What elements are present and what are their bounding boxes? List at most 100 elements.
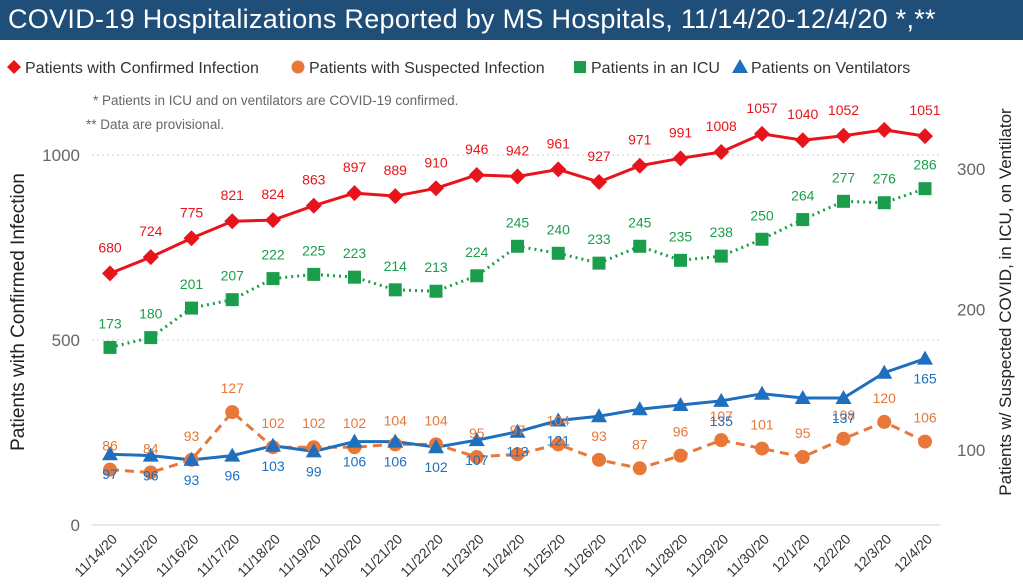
data-point-suspected xyxy=(836,431,851,446)
data-label-icu: 233 xyxy=(587,231,611,247)
data-point-suspected xyxy=(714,433,729,448)
data-label-vent: 106 xyxy=(384,454,408,470)
data-point-icu xyxy=(755,232,769,246)
data-point-vent xyxy=(713,392,730,407)
data-point-vent xyxy=(428,439,444,454)
data-label-icu: 245 xyxy=(506,214,530,230)
data-point-icu xyxy=(266,272,280,286)
x-tick-label: 11/27/20 xyxy=(601,531,650,580)
y-tick-label: 500 xyxy=(52,331,80,350)
x-tick-label: 12/4/20 xyxy=(891,531,935,575)
data-point-confirmed xyxy=(631,157,648,174)
data-point-vent xyxy=(183,451,200,466)
y-tick-label: 0 xyxy=(71,516,80,535)
data-point-suspected xyxy=(632,461,647,476)
data-label-icu: 201 xyxy=(180,276,204,292)
data-label-icu: 250 xyxy=(750,207,774,223)
data-label-suspected: 104 xyxy=(424,412,448,428)
data-label-icu: 207 xyxy=(221,268,245,284)
footnote-provisional: ** Data are provisional. xyxy=(86,117,224,132)
data-label-suspected: 102 xyxy=(302,415,326,431)
data-point-vent xyxy=(346,433,363,448)
y2-tick-label: 300 xyxy=(957,160,985,179)
data-point-vent xyxy=(387,433,404,448)
data-point-vent xyxy=(509,423,526,438)
data-label-suspected: 107 xyxy=(710,408,734,424)
legend-marker-vent xyxy=(732,59,748,73)
data-point-icu xyxy=(144,331,158,345)
data-label-confirmed: 897 xyxy=(343,159,367,175)
data-point-confirmed xyxy=(713,144,730,161)
legend-marker-confirmed xyxy=(7,60,21,74)
data-point-icu xyxy=(796,213,810,227)
data-point-suspected xyxy=(795,450,810,465)
data-label-suspected: 120 xyxy=(873,390,897,406)
data-label-vent: 97 xyxy=(102,466,118,482)
data-point-vent xyxy=(102,446,118,461)
data-label-suspected: 104 xyxy=(384,412,408,428)
data-point-confirmed xyxy=(591,174,607,191)
data-point-confirmed xyxy=(509,168,526,185)
data-label-suspected: 93 xyxy=(591,428,607,444)
footnote-icu: * Patients in ICU and on ventilators are… xyxy=(93,93,458,108)
data-point-icu xyxy=(633,239,647,253)
data-label-vent: 99 xyxy=(306,463,322,479)
title-bar: COVID-19 Hospitalizations Reported by MS… xyxy=(0,0,1023,40)
data-label-suspected: 101 xyxy=(750,417,774,433)
data-point-vent xyxy=(876,364,893,379)
data-point-vent xyxy=(142,447,159,462)
data-label-confirmed: 927 xyxy=(587,148,611,164)
data-label-confirmed: 1052 xyxy=(828,102,859,118)
data-label-confirmed: 1051 xyxy=(909,102,940,118)
data-point-icu xyxy=(185,301,198,315)
data-label-confirmed: 863 xyxy=(302,172,326,188)
x-tick-label: 12/3/20 xyxy=(850,531,894,575)
data-point-icu xyxy=(429,284,443,298)
legend-label-icu: Patients in an ICU xyxy=(591,60,720,77)
legend-marker-suspected xyxy=(291,60,305,74)
data-point-confirmed xyxy=(835,127,852,144)
chart-title: COVID-19 Hospitalizations Reported by MS… xyxy=(8,4,936,34)
data-label-suspected: 106 xyxy=(913,410,937,426)
data-label-vent: 103 xyxy=(261,458,285,474)
x-tick-label: 11/29/20 xyxy=(682,531,731,580)
data-point-icu xyxy=(307,267,321,281)
x-tick-label: 11/22/20 xyxy=(397,531,446,580)
data-label-icu: 238 xyxy=(710,224,734,240)
data-label-vent: 102 xyxy=(424,459,448,475)
data-point-vent xyxy=(265,437,281,452)
data-label-icu: 245 xyxy=(628,214,652,230)
data-label-confirmed: 991 xyxy=(669,124,693,140)
data-point-vent xyxy=(591,408,607,423)
data-label-confirmed: 961 xyxy=(547,135,571,151)
x-tick-label: 11/30/20 xyxy=(723,531,772,580)
data-label-icu: 235 xyxy=(669,228,693,244)
data-label-vent: 135 xyxy=(710,413,734,429)
data-point-icu xyxy=(470,269,484,283)
data-label-icu: 173 xyxy=(98,315,122,331)
data-point-icu xyxy=(877,196,891,210)
data-label-icu: 286 xyxy=(913,157,937,173)
data-point-vent xyxy=(794,390,811,405)
data-label-vent: 106 xyxy=(343,454,367,470)
x-tick-label: 11/26/20 xyxy=(560,531,609,580)
legend-label-suspected: Patients with Suspected Infection xyxy=(309,60,545,77)
data-label-vent: 107 xyxy=(465,452,489,468)
data-label-icu: 213 xyxy=(424,259,448,275)
data-point-confirmed xyxy=(224,213,241,230)
data-label-confirmed: 821 xyxy=(221,187,245,203)
data-label-icu: 222 xyxy=(261,247,285,263)
data-label-confirmed: 910 xyxy=(424,154,448,170)
data-point-confirmed xyxy=(142,249,159,266)
data-label-suspected: 84 xyxy=(143,440,159,456)
x-tick-label: 12/2/20 xyxy=(809,531,853,575)
data-point-vent xyxy=(224,447,241,462)
data-point-vent xyxy=(550,412,567,427)
data-label-suspected: 104 xyxy=(547,412,571,428)
data-point-confirmed xyxy=(754,125,770,142)
data-point-icu xyxy=(511,239,524,253)
data-label-icu: 224 xyxy=(465,244,489,260)
data-point-suspected xyxy=(469,450,484,465)
data-point-vent xyxy=(468,432,485,447)
